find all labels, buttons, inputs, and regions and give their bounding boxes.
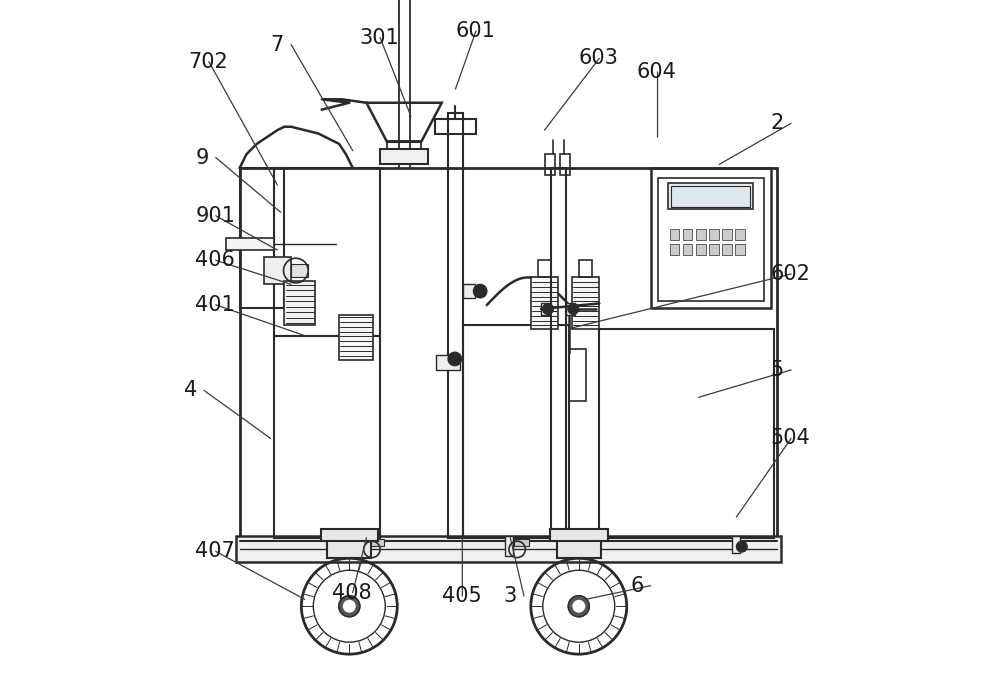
- Bar: [668, 183, 753, 209]
- Bar: [671, 186, 750, 207]
- Text: 601: 601: [455, 21, 495, 41]
- Bar: [696, 244, 706, 255]
- Text: 407: 407: [195, 541, 235, 562]
- Circle shape: [448, 352, 462, 366]
- Bar: [387, 141, 421, 149]
- Circle shape: [344, 601, 355, 612]
- Bar: [463, 284, 475, 298]
- Bar: [264, 257, 291, 284]
- Bar: [569, 349, 586, 401]
- Bar: [274, 168, 380, 336]
- Bar: [709, 244, 719, 255]
- Bar: [651, 168, 771, 308]
- Bar: [399, 0, 410, 149]
- Bar: [670, 229, 679, 240]
- Text: 408: 408: [332, 582, 372, 603]
- Bar: [572, 277, 599, 329]
- Circle shape: [473, 284, 487, 298]
- Text: 602: 602: [771, 264, 810, 284]
- Bar: [291, 264, 308, 277]
- Text: 4: 4: [184, 380, 197, 401]
- Bar: [550, 529, 608, 541]
- Bar: [448, 113, 463, 538]
- Circle shape: [573, 601, 585, 612]
- Bar: [735, 229, 745, 240]
- Circle shape: [568, 303, 579, 314]
- Bar: [658, 178, 764, 301]
- Bar: [599, 329, 774, 538]
- Text: 2: 2: [771, 113, 784, 134]
- Circle shape: [736, 541, 747, 552]
- Bar: [732, 536, 740, 553]
- Bar: [360, 536, 368, 556]
- Text: 6: 6: [630, 575, 644, 596]
- Bar: [226, 238, 274, 250]
- Text: 5: 5: [771, 360, 784, 380]
- Text: 301: 301: [360, 27, 399, 48]
- Bar: [683, 244, 692, 255]
- Bar: [240, 168, 777, 538]
- Bar: [545, 154, 555, 175]
- Bar: [436, 355, 460, 370]
- Text: 7: 7: [271, 34, 284, 55]
- Bar: [531, 277, 558, 329]
- Circle shape: [542, 303, 553, 314]
- Bar: [274, 336, 380, 538]
- Text: 401: 401: [195, 295, 235, 315]
- Text: 603: 603: [579, 48, 619, 68]
- Bar: [463, 325, 569, 538]
- Text: 604: 604: [637, 62, 677, 82]
- Bar: [327, 539, 371, 558]
- Bar: [236, 536, 781, 562]
- Bar: [696, 229, 706, 240]
- Bar: [722, 229, 732, 240]
- Bar: [339, 315, 373, 360]
- Bar: [557, 539, 601, 558]
- Bar: [670, 244, 679, 255]
- Bar: [551, 168, 566, 531]
- Text: 3: 3: [503, 586, 517, 606]
- Bar: [683, 229, 692, 240]
- Bar: [505, 536, 513, 556]
- Text: 9: 9: [195, 147, 209, 168]
- Bar: [368, 539, 384, 546]
- Bar: [735, 244, 745, 255]
- Bar: [321, 529, 378, 541]
- Bar: [541, 303, 549, 315]
- Text: 406: 406: [195, 250, 235, 271]
- Bar: [579, 260, 592, 277]
- Bar: [560, 154, 570, 175]
- Bar: [380, 149, 428, 164]
- Text: 405: 405: [442, 586, 482, 606]
- Bar: [514, 539, 529, 546]
- Circle shape: [339, 596, 360, 617]
- Text: 504: 504: [771, 428, 810, 449]
- Bar: [538, 260, 551, 277]
- Bar: [240, 168, 284, 308]
- Bar: [435, 119, 476, 134]
- Bar: [722, 244, 732, 255]
- Circle shape: [568, 596, 589, 617]
- Bar: [566, 303, 575, 315]
- Text: 901: 901: [195, 206, 235, 226]
- Text: 702: 702: [188, 51, 228, 72]
- Bar: [284, 281, 315, 325]
- Bar: [709, 229, 719, 240]
